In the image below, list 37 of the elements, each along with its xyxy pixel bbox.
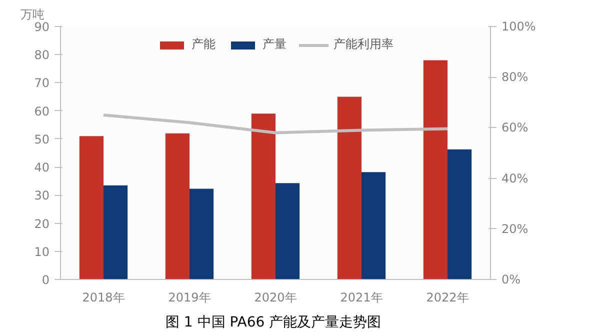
legend-label: 产量 [262,36,286,53]
y2-tick-label: 60% [502,120,528,135]
y-tick-label: 60 [34,104,50,118]
x-tick-label: 2018年 [82,290,125,304]
text: 图 1 中国 PA66 产能及产量走势图 [165,314,382,330]
line-series [102,114,449,134]
y2-tick-label: 100% [502,20,536,34]
bar [251,114,276,280]
y-tick-label: 10 [34,244,50,259]
x-tick-label: 2020年 [254,290,297,304]
x-tick-label: 2022年 [426,290,469,304]
bar [79,136,104,280]
y2-tick-label: 0% [502,272,521,286]
y-tick-label: 0 [42,273,50,287]
y2-tick-label: 20% [502,222,528,236]
y-tick-label: 30 [34,188,50,203]
legend-label: 产能 [192,36,216,53]
y2-tick-label: 80% [502,70,528,84]
bar [337,96,362,280]
x-tick-label: 2019年 [168,290,211,304]
legend-label: 产能利用率 [334,36,394,53]
bar [448,149,472,280]
y-tick-label: 20 [34,216,50,231]
bar [104,185,128,280]
y2-tick-label: 40% [502,171,528,186]
bar [276,183,300,280]
bar [362,172,386,280]
bar [165,133,190,280]
y-tick-label: 80 [34,48,50,62]
bar [423,60,448,280]
y-tick-label: 70 [34,76,50,90]
x-tick-label: 2021年 [340,290,383,304]
y-tick-label: 90 [34,20,50,34]
y-tick-label: 40 [34,160,50,175]
bar [190,188,214,280]
y-tick-label: 50 [34,132,50,146]
y-axis-title: 万吨 [20,8,44,22]
